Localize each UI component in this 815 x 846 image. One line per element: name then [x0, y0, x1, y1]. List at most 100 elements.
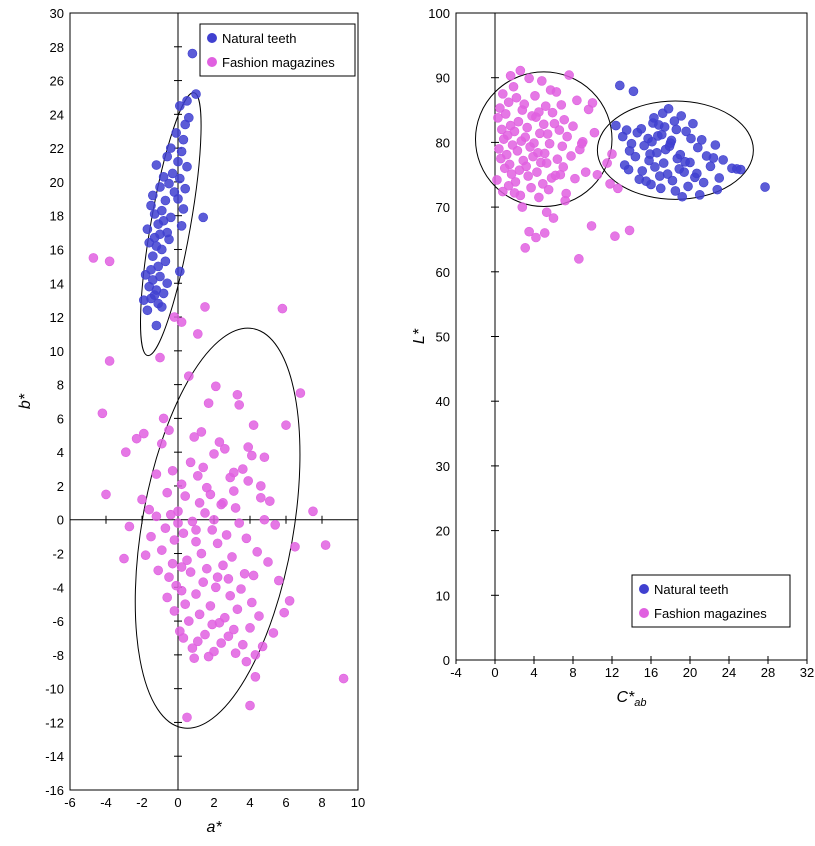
data-point [686, 133, 696, 144]
data-point [541, 158, 552, 168]
data-point [238, 639, 248, 650]
data-point [525, 142, 535, 152]
data-point [259, 514, 270, 525]
data-point [511, 92, 522, 103]
data-point [500, 109, 511, 119]
data-point [580, 167, 591, 177]
data-point [614, 80, 625, 91]
data-point [229, 624, 239, 635]
data-point [225, 590, 235, 601]
data-point [681, 126, 691, 137]
data-point [509, 188, 520, 198]
data-point [162, 151, 172, 162]
data-point [623, 164, 634, 175]
data-point [494, 144, 504, 154]
data-point [155, 352, 165, 363]
y-tick-label: 20 [436, 524, 450, 539]
series-natural-teeth [139, 48, 208, 331]
x-tick-label: -6 [64, 795, 76, 810]
data-point [196, 427, 207, 437]
data-point [667, 175, 678, 186]
data-point [157, 244, 167, 255]
data-point [151, 320, 162, 331]
y-tick-label: -8 [52, 648, 64, 663]
data-point [503, 97, 514, 108]
y-axis-title: L* [411, 328, 428, 344]
data-point [708, 153, 719, 163]
data-point [153, 565, 163, 576]
data-point [252, 547, 263, 557]
data-point [182, 712, 192, 723]
y-tick-label: -14 [45, 749, 64, 764]
data-point [632, 127, 643, 138]
data-point [570, 173, 580, 184]
data-point [557, 141, 568, 152]
data-point [167, 168, 178, 179]
data-point [245, 623, 255, 633]
data-point [230, 648, 241, 658]
data-point [696, 135, 707, 145]
data-point [209, 449, 219, 459]
data-point [214, 617, 225, 628]
data-point [628, 86, 639, 97]
data-point [522, 122, 532, 133]
y-tick-label: 10 [50, 344, 64, 359]
data-point [698, 177, 709, 188]
data-point [284, 596, 295, 606]
data-point [610, 231, 620, 242]
x-tick-label: -4 [100, 795, 112, 810]
data-point [169, 606, 180, 616]
data-point [178, 528, 189, 539]
data-point [531, 112, 541, 122]
y-tick-label: 10 [436, 588, 450, 603]
data-point [212, 538, 223, 549]
legend-marker [207, 57, 217, 67]
data-point [537, 179, 548, 189]
data-point [514, 165, 525, 176]
data-point [119, 553, 129, 564]
data-point [534, 192, 544, 203]
data-point [679, 167, 689, 177]
data-point [124, 521, 135, 532]
y-tick-label: 50 [436, 330, 450, 345]
data-point [176, 562, 187, 572]
data-point [694, 190, 705, 200]
data-point [639, 140, 649, 151]
y-tick-label: 16 [50, 242, 64, 257]
data-point [191, 89, 201, 99]
y-tick-label: 24 [50, 107, 64, 122]
data-point [664, 141, 675, 152]
data-point [574, 254, 584, 264]
data-point [200, 508, 210, 518]
data-point [234, 518, 244, 528]
data-point [544, 138, 555, 149]
data-point [191, 525, 201, 535]
data-point [241, 656, 252, 667]
data-point [229, 486, 239, 496]
legend-label: Natural teeth [222, 31, 296, 46]
data-point [659, 122, 670, 132]
data-point [162, 592, 172, 603]
data-point [257, 641, 268, 652]
data-point [273, 575, 284, 586]
data-point [212, 572, 223, 582]
data-point [647, 136, 657, 147]
chart-panel-2: -4 0 4 8 12 16 20 24 28 320102030405060708090100C… [411, 6, 814, 709]
data-point [194, 609, 205, 620]
y-tick-label: 30 [436, 459, 450, 474]
data-point [524, 73, 534, 84]
y-tick-label: 6 [57, 411, 64, 426]
data-point [245, 700, 255, 711]
y-tick-label: -12 [45, 715, 64, 730]
y-tick-label: 0 [57, 513, 64, 528]
data-point [211, 582, 221, 593]
data-point [180, 599, 190, 609]
data-point [146, 200, 156, 211]
data-point [551, 87, 562, 97]
data-point [497, 124, 507, 135]
y-tick-label: 26 [50, 74, 64, 89]
data-point [191, 589, 201, 599]
data-point [499, 163, 510, 174]
y-tick-label: 8 [57, 378, 64, 393]
